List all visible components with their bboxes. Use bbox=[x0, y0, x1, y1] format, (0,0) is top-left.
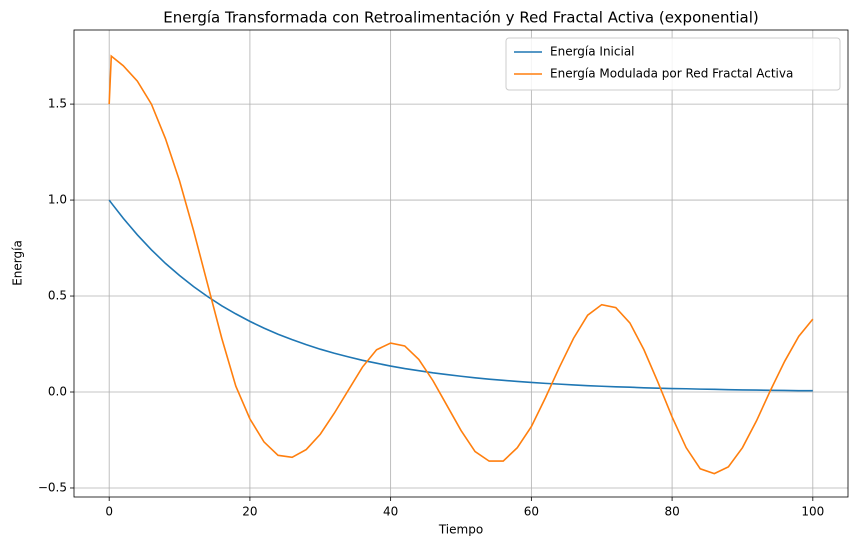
chart-title: Energía Transformada con Retroalimentaci… bbox=[163, 9, 759, 27]
y-tick-label: 0.5 bbox=[48, 289, 67, 303]
y-axis-label: Energía bbox=[11, 240, 25, 286]
x-tick-label: 60 bbox=[524, 505, 539, 519]
x-axis-label: Tiempo bbox=[438, 523, 483, 537]
y-tick-label: 1.0 bbox=[48, 193, 67, 207]
legend: Energía Inicial Energía Modulada por Red … bbox=[505, 37, 841, 91]
legend-box bbox=[505, 37, 841, 91]
plot-frame bbox=[73, 29, 849, 498]
x-tick-label: 40 bbox=[383, 505, 398, 519]
y-tick-label: −0.5 bbox=[38, 480, 67, 494]
legend-label: Energía Inicial bbox=[550, 45, 635, 59]
y-tick-label: 1.5 bbox=[48, 97, 67, 111]
series-line bbox=[108, 54, 814, 475]
x-tick-label: 0 bbox=[105, 505, 113, 519]
y-tick-label: 0.0 bbox=[48, 385, 67, 399]
series-line bbox=[108, 199, 813, 392]
x-tick-label: 100 bbox=[801, 505, 824, 519]
x-tick-label: 80 bbox=[664, 505, 679, 519]
legend-label: Energía Modulada por Red Fractal Activa bbox=[550, 67, 793, 81]
x-tick-label: 20 bbox=[242, 505, 257, 519]
